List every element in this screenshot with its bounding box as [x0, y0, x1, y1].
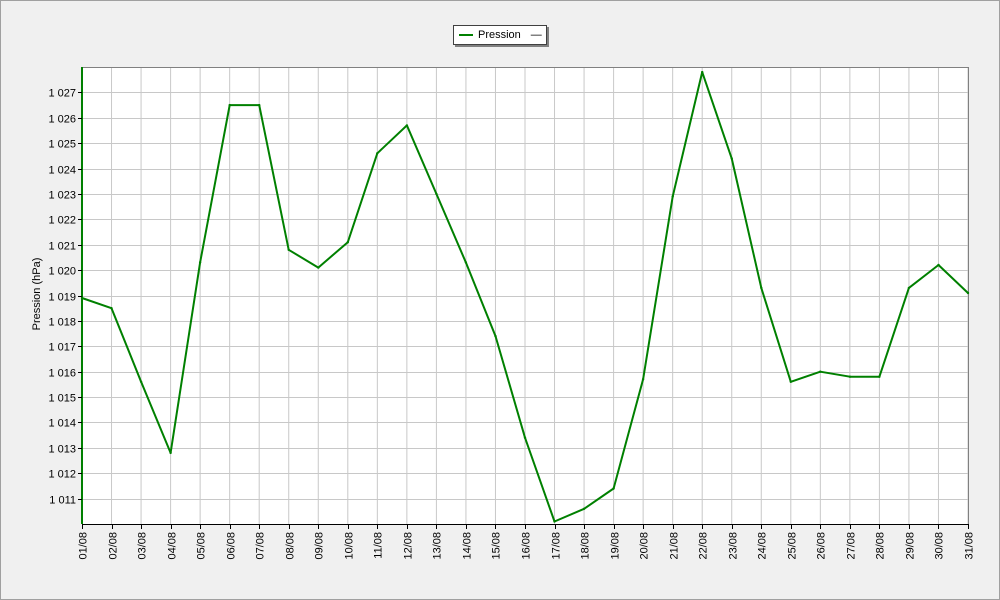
data-point [523, 436, 527, 439]
data-point [464, 261, 468, 264]
data-point [80, 296, 84, 300]
data-point [701, 70, 704, 74]
x-tick-label: 03/08 [137, 532, 149, 560]
x-tick-label: 20/08 [639, 532, 651, 560]
data-point [582, 507, 586, 510]
x-tick-label: 27/08 [846, 532, 858, 560]
y-tick-label: 1 011 [49, 495, 76, 507]
y-tick-label: 1 016 [48, 368, 76, 380]
x-tick-label: 09/08 [314, 532, 326, 560]
y-tick-label: 1 025 [48, 139, 76, 151]
x-tick-label: 26/08 [816, 532, 828, 560]
x-tick-label: 21/08 [669, 532, 681, 560]
y-tick-label: 1 019 [48, 292, 76, 304]
data-point [907, 286, 911, 290]
y-tick-label: 1 027 [48, 88, 76, 100]
y-tick-label: 1 017 [48, 342, 76, 354]
x-tick-label: 28/08 [875, 532, 887, 560]
x-tick-label: 15/08 [491, 532, 503, 560]
data-point [966, 291, 970, 295]
x-tick-label: 18/08 [580, 532, 592, 560]
x-tick-label: 24/08 [757, 532, 769, 560]
x-tick-label: 16/08 [521, 532, 533, 560]
y-tick-label: 1 015 [48, 393, 76, 405]
data-point [878, 375, 881, 378]
y-tick-label: 1 026 [48, 114, 76, 126]
data-point [760, 286, 763, 290]
x-tick-label: 29/08 [905, 532, 917, 560]
y-tick-label: 1 020 [48, 266, 76, 278]
x-tick-label: 19/08 [610, 532, 622, 560]
x-tick-label: 10/08 [344, 532, 356, 560]
legend-series-label: Pression [478, 29, 521, 41]
data-point [346, 241, 349, 244]
x-tick-label: 12/08 [403, 532, 415, 560]
data-point [405, 124, 409, 127]
x-tick-label: 17/08 [551, 532, 563, 560]
y-tick-label: 1 024 [48, 165, 76, 177]
y-tick-label: 1 014 [48, 418, 76, 430]
data-point [198, 261, 202, 264]
y-tick-label: 1 021 [48, 241, 76, 253]
x-tick-label: 06/08 [226, 532, 238, 560]
data-point [258, 103, 261, 107]
data-point [287, 248, 290, 251]
x-tick-label: 04/08 [167, 532, 179, 560]
y-tick-label: 1 018 [48, 317, 76, 329]
data-point [110, 307, 113, 310]
x-tick-label: 30/08 [934, 532, 946, 560]
data-point [435, 192, 438, 196]
x-tick-label: 14/08 [462, 532, 474, 560]
legend-swatch [459, 34, 473, 36]
x-tick-label: 31/08 [964, 532, 976, 560]
x-tick-label: 13/08 [432, 532, 444, 560]
x-tick-label: 25/08 [787, 532, 799, 560]
data-point [228, 103, 231, 107]
y-ticks: 1 011 1 012 1 013 1 014 1 015 1 016 1 017 1 018… [48, 88, 82, 507]
y-tick-label: 1 023 [48, 190, 76, 202]
chart-legend[interactable]: Pression — [453, 25, 547, 45]
y-tick-label: 1 012 [48, 469, 76, 481]
x-tick-label: 23/08 [728, 532, 740, 560]
legend-dash: — [530, 29, 542, 41]
x-tick-label: 22/08 [698, 532, 710, 560]
x-ticks: 01/08 02/08 03/08 04/08 05/08 06/08 07/08 08/08… [78, 524, 976, 560]
data-point [612, 487, 615, 490]
x-tick-label: 07/08 [255, 532, 267, 560]
x-tick-label: 08/08 [285, 532, 297, 560]
x-tick-label: 01/08 [78, 532, 90, 560]
data-point [937, 263, 940, 267]
data-point [789, 380, 792, 383]
data-point [139, 380, 143, 383]
data-point [169, 451, 172, 455]
data-point [641, 378, 645, 381]
data-point [730, 157, 733, 160]
series-layer [80, 70, 970, 523]
x-tick-label: 11/08 [373, 532, 385, 559]
grid-lines [81, 67, 969, 524]
data-point [671, 195, 674, 198]
y-tick-label: 1 013 [48, 444, 76, 456]
x-tick-label: 05/08 [196, 532, 208, 560]
data-point [376, 152, 379, 155]
data-point [848, 375, 852, 378]
data-point [553, 520, 556, 523]
data-point [317, 266, 320, 269]
x-tick-label: 02/08 [108, 532, 120, 560]
data-point [819, 370, 822, 373]
y-tick-label: 1 022 [48, 215, 76, 227]
data-point [494, 334, 497, 338]
